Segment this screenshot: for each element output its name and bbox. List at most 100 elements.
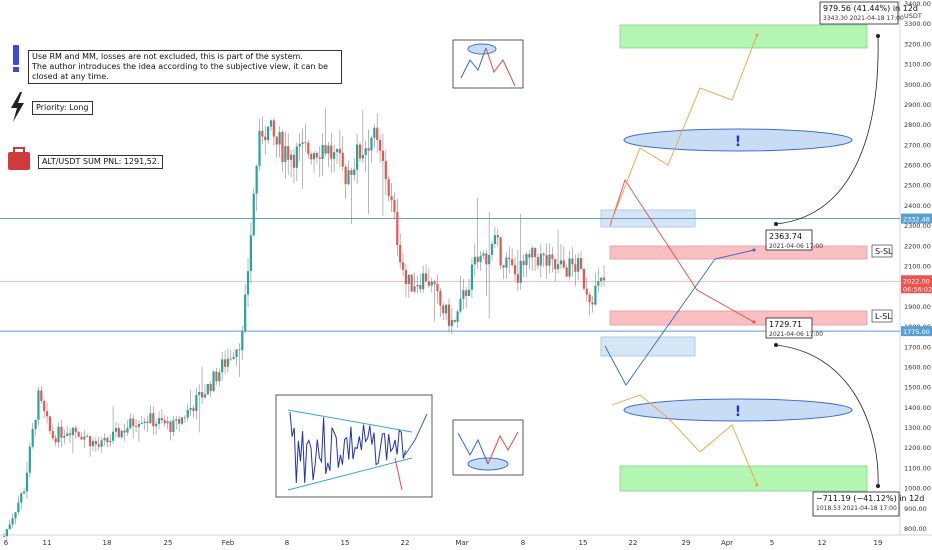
candle-body [378, 140, 382, 151]
candle [536, 253, 540, 270]
candle [488, 212, 491, 319]
candle-body [490, 243, 494, 255]
candle [22, 487, 26, 495]
candle-body [416, 285, 419, 287]
candle-body [195, 395, 198, 412]
y-tick-label: 3000.00 [904, 81, 931, 89]
candle [66, 425, 69, 437]
candle [183, 415, 186, 424]
candle [232, 351, 235, 360]
candle [120, 430, 123, 439]
candle [109, 434, 112, 447]
candle [482, 250, 485, 260]
y-tick-label: 3100.00 [904, 61, 931, 69]
candle [89, 435, 92, 457]
candle [189, 390, 192, 417]
candle [422, 265, 425, 293]
candle-body [267, 126, 270, 141]
candle-body [390, 196, 393, 201]
candle-body [264, 136, 267, 141]
candle [465, 287, 468, 309]
candle-body [146, 421, 149, 424]
candle-body [476, 256, 479, 263]
candle-body [289, 154, 293, 160]
callout-box [819, 1, 899, 25]
candle [467, 278, 471, 297]
candle [137, 420, 141, 442]
candle [459, 275, 462, 313]
s-sl-zone [609, 245, 868, 260]
candle-body [585, 288, 588, 295]
candle [433, 280, 436, 322]
callout-mid-upper: 2363.74 2021-04-06 17:00 [765, 229, 823, 251]
candle-body [74, 427, 77, 432]
triangle-lower-line [287, 457, 413, 491]
measure-curve-down [775, 344, 879, 487]
candle [160, 409, 163, 424]
candle [200, 366, 204, 404]
candle [272, 118, 275, 146]
y-tick-label: 3300.00 [904, 20, 931, 28]
measure-dot [876, 484, 880, 488]
candle [172, 416, 175, 437]
sl-label-box [871, 309, 893, 323]
candle-body [433, 281, 436, 284]
candle-body [312, 153, 316, 160]
candle [212, 370, 215, 392]
candle [155, 420, 158, 435]
candle [258, 118, 261, 171]
candle-body [235, 349, 238, 358]
arrow-head [755, 483, 759, 487]
candle [63, 429, 66, 444]
candle [344, 164, 347, 199]
candle-body [54, 438, 57, 443]
candle [310, 151, 313, 165]
candle-body [600, 277, 603, 282]
candle-body [499, 237, 502, 266]
candle-body [221, 359, 224, 373]
disclaimer-line-2: The author introduces the idea according… [32, 62, 329, 81]
candle [559, 244, 563, 270]
candle-body [470, 264, 474, 290]
candle [554, 258, 557, 282]
candle-body [143, 421, 146, 424]
price-axis [900, 0, 932, 535]
y-tick-label: 1100.00 [904, 464, 931, 472]
candle [111, 406, 115, 445]
y-tick-label: 1400.00 [904, 404, 931, 412]
candle-body [51, 431, 54, 439]
candle-body [562, 260, 565, 268]
candle-body [442, 305, 445, 314]
candle [358, 142, 362, 162]
candle [249, 222, 252, 284]
candle-body [556, 264, 560, 270]
lightning-icon [11, 92, 24, 122]
disclaimer-line-1: Use RM and MM, losses are not excluded, … [32, 52, 303, 61]
candle-body [249, 235, 252, 272]
candle-body [183, 417, 186, 419]
candle-body [232, 357, 235, 359]
candle-body [321, 144, 324, 159]
candle-body [287, 146, 290, 160]
candle [123, 423, 126, 441]
candle [17, 496, 20, 515]
y-tick-label: 2500.00 [904, 182, 931, 190]
candle [534, 247, 537, 271]
candle [146, 415, 149, 433]
triangle-upper-line [287, 409, 413, 433]
candle [479, 251, 482, 271]
candle [281, 129, 284, 172]
candle [114, 422, 118, 438]
candle [60, 419, 63, 448]
candle [516, 249, 519, 292]
sl-label-box [871, 244, 893, 258]
candle-body [545, 255, 548, 266]
candle [387, 176, 390, 202]
candle-body [48, 416, 52, 432]
candle-body [591, 302, 594, 305]
candle [588, 291, 591, 316]
thumb-red-path [487, 431, 519, 465]
currency-label: USDT [904, 12, 922, 20]
